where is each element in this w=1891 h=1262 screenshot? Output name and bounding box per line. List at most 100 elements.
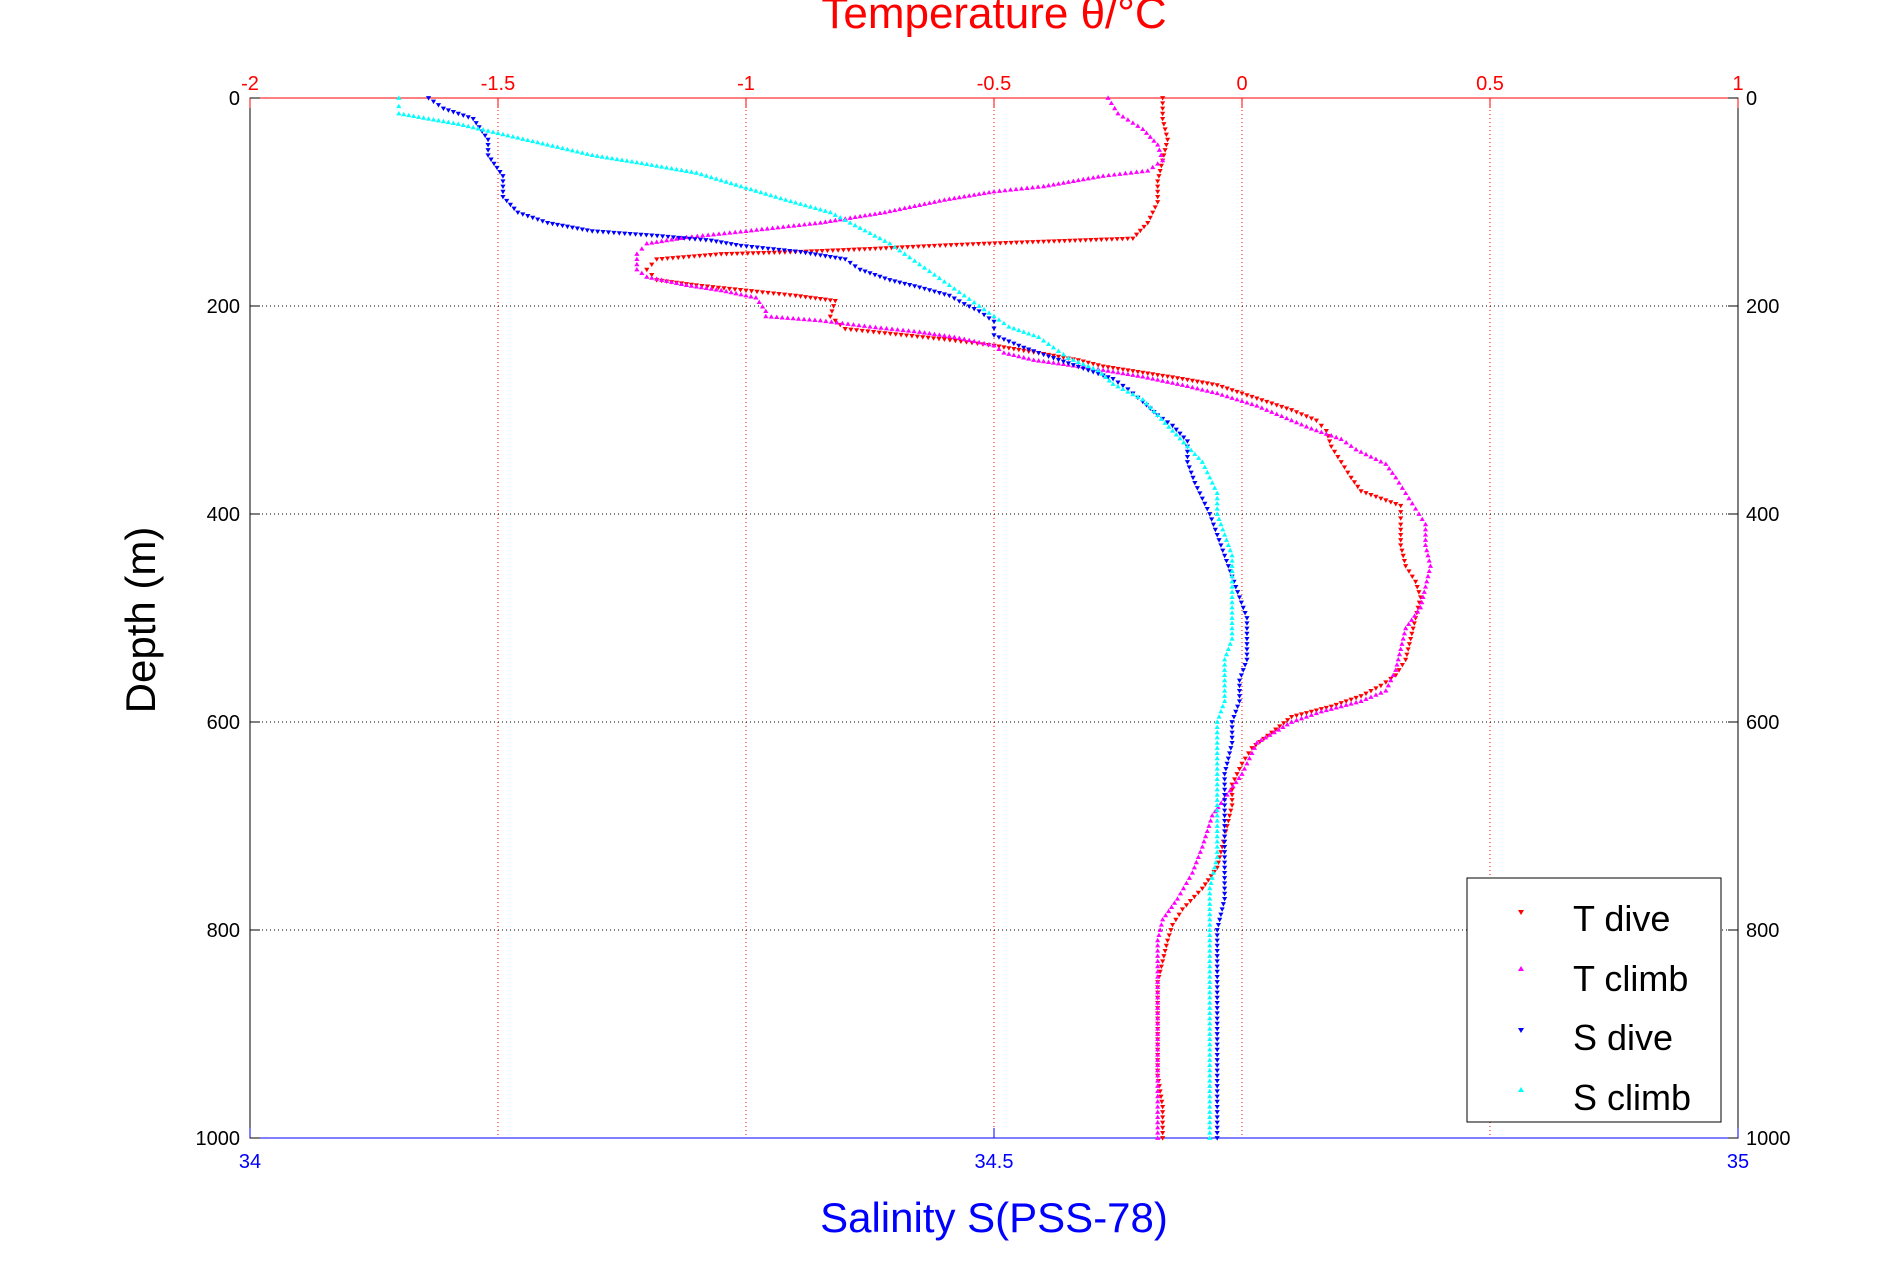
s-climb-point: [1151, 408, 1157, 414]
s-dive-point: [1214, 948, 1220, 954]
s-dive-point: [687, 236, 693, 242]
t-dive-point: [1358, 694, 1364, 699]
depth-tick-label-left: 0: [229, 88, 240, 110]
t-climb-point: [956, 194, 962, 200]
s-dive-point: [455, 111, 461, 117]
t-climb-point: [1050, 360, 1057, 365]
t-climb-point: [748, 227, 754, 233]
t-dive-point: [770, 291, 777, 296]
t-dive-point: [1293, 410, 1300, 415]
s-dive-point: [1236, 683, 1243, 689]
t-dive-point: [1249, 746, 1255, 751]
s-climb-point: [1099, 371, 1105, 376]
t-climb-point: [1383, 461, 1389, 466]
s-climb-point: [1229, 589, 1235, 594]
t-climb-point: [1021, 355, 1027, 360]
t-climb-point: [981, 340, 987, 346]
t-dive-point: [1130, 236, 1136, 241]
t-dive-point: [1348, 697, 1354, 703]
t-dive-point: [1160, 1130, 1166, 1136]
t-climb-point: [669, 237, 675, 242]
t-climb-point: [1313, 427, 1319, 433]
s-dive-point: [981, 312, 987, 318]
t-climb-point: [1264, 407, 1270, 412]
s-dive-point: [1214, 1136, 1220, 1141]
t-dive-point: [664, 256, 671, 261]
s-climb-point: [1207, 885, 1213, 891]
t-climb-point: [1018, 186, 1025, 191]
s-dive-point: [665, 234, 671, 240]
t-climb-point: [1204, 388, 1210, 393]
t-dive-point: [1021, 348, 1027, 354]
t-climb-point: [1130, 372, 1136, 377]
s-dive-point: [1197, 491, 1203, 496]
t-climb-point: [763, 308, 769, 314]
t-climb-point: [748, 294, 754, 299]
s-dive-point: [554, 222, 561, 228]
s-climb-point: [584, 151, 590, 156]
t-dive-point: [1303, 711, 1310, 716]
s-climb-point: [1222, 662, 1228, 667]
data-series: [396, 95, 1434, 1141]
t-climb-point: [1155, 1093, 1161, 1099]
t-dive-point: [1403, 564, 1409, 569]
t-climb-point: [1239, 398, 1245, 403]
s-climb-point: [708, 174, 714, 180]
t-climb-point: [1323, 707, 1329, 713]
t-dive-point: [1318, 423, 1324, 429]
s-climb-point: [917, 261, 923, 267]
s-climb-point: [1207, 1104, 1213, 1109]
t-dive-point: [1176, 912, 1182, 917]
t-climb-point: [1239, 771, 1245, 776]
t-dive-point: [1398, 543, 1404, 548]
t-climb-point: [673, 236, 680, 241]
t-climb-point: [1055, 181, 1062, 186]
s-dive-point: [877, 274, 883, 280]
s-dive-point: [1223, 558, 1230, 564]
s-dive-point: [1065, 361, 1071, 366]
t-climb-point: [1155, 1135, 1161, 1140]
t-dive-point: [822, 297, 828, 303]
t-climb-point: [882, 209, 888, 215]
t-dive-point: [1399, 662, 1405, 668]
s-dive-point: [781, 248, 787, 253]
t-climb-point: [1150, 164, 1156, 170]
s-climb-point: [1031, 332, 1037, 338]
s-dive-point: [857, 267, 863, 273]
t-dive-point: [765, 290, 771, 296]
t-climb-point: [1244, 761, 1250, 766]
s-dive-point: [1214, 1110, 1220, 1115]
t-dive-point: [1184, 377, 1191, 383]
t-dive-point: [1403, 657, 1409, 663]
s-dive-point: [1194, 486, 1200, 491]
s-dive-point: [792, 249, 798, 254]
t-climb-point: [1080, 176, 1086, 182]
t-dive-point: [1393, 502, 1399, 507]
t-dive-point: [887, 331, 893, 337]
s-climb-point: [713, 176, 719, 181]
s-dive-point: [1222, 839, 1228, 845]
t-dive-point: [702, 253, 708, 258]
s-dive-point: [500, 174, 506, 179]
s-dive-point: [991, 319, 997, 325]
s-dive-point: [1244, 631, 1250, 637]
t-dive-point: [1191, 894, 1197, 900]
t-climb-point: [892, 207, 898, 213]
t-dive-point: [1308, 709, 1315, 715]
s-climb-point: [1207, 948, 1213, 953]
t-dive-point: [926, 244, 932, 249]
t-climb-point: [905, 328, 912, 333]
t-dive-point: [1194, 379, 1200, 385]
depth-tick-label-right: 400: [1746, 504, 1779, 526]
s-climb-point: [857, 225, 863, 230]
t-dive-point: [905, 245, 911, 250]
t-dive-point: [1229, 388, 1235, 393]
s-dive-point: [760, 246, 766, 251]
t-dive-point: [1155, 194, 1161, 200]
t-climb-point: [1269, 409, 1275, 414]
s-dive-point: [1075, 364, 1081, 370]
s-climb-point: [1080, 361, 1086, 367]
t-climb-point: [1328, 433, 1334, 438]
t-climb-point: [1145, 375, 1151, 380]
s-dive-point: [681, 236, 687, 241]
